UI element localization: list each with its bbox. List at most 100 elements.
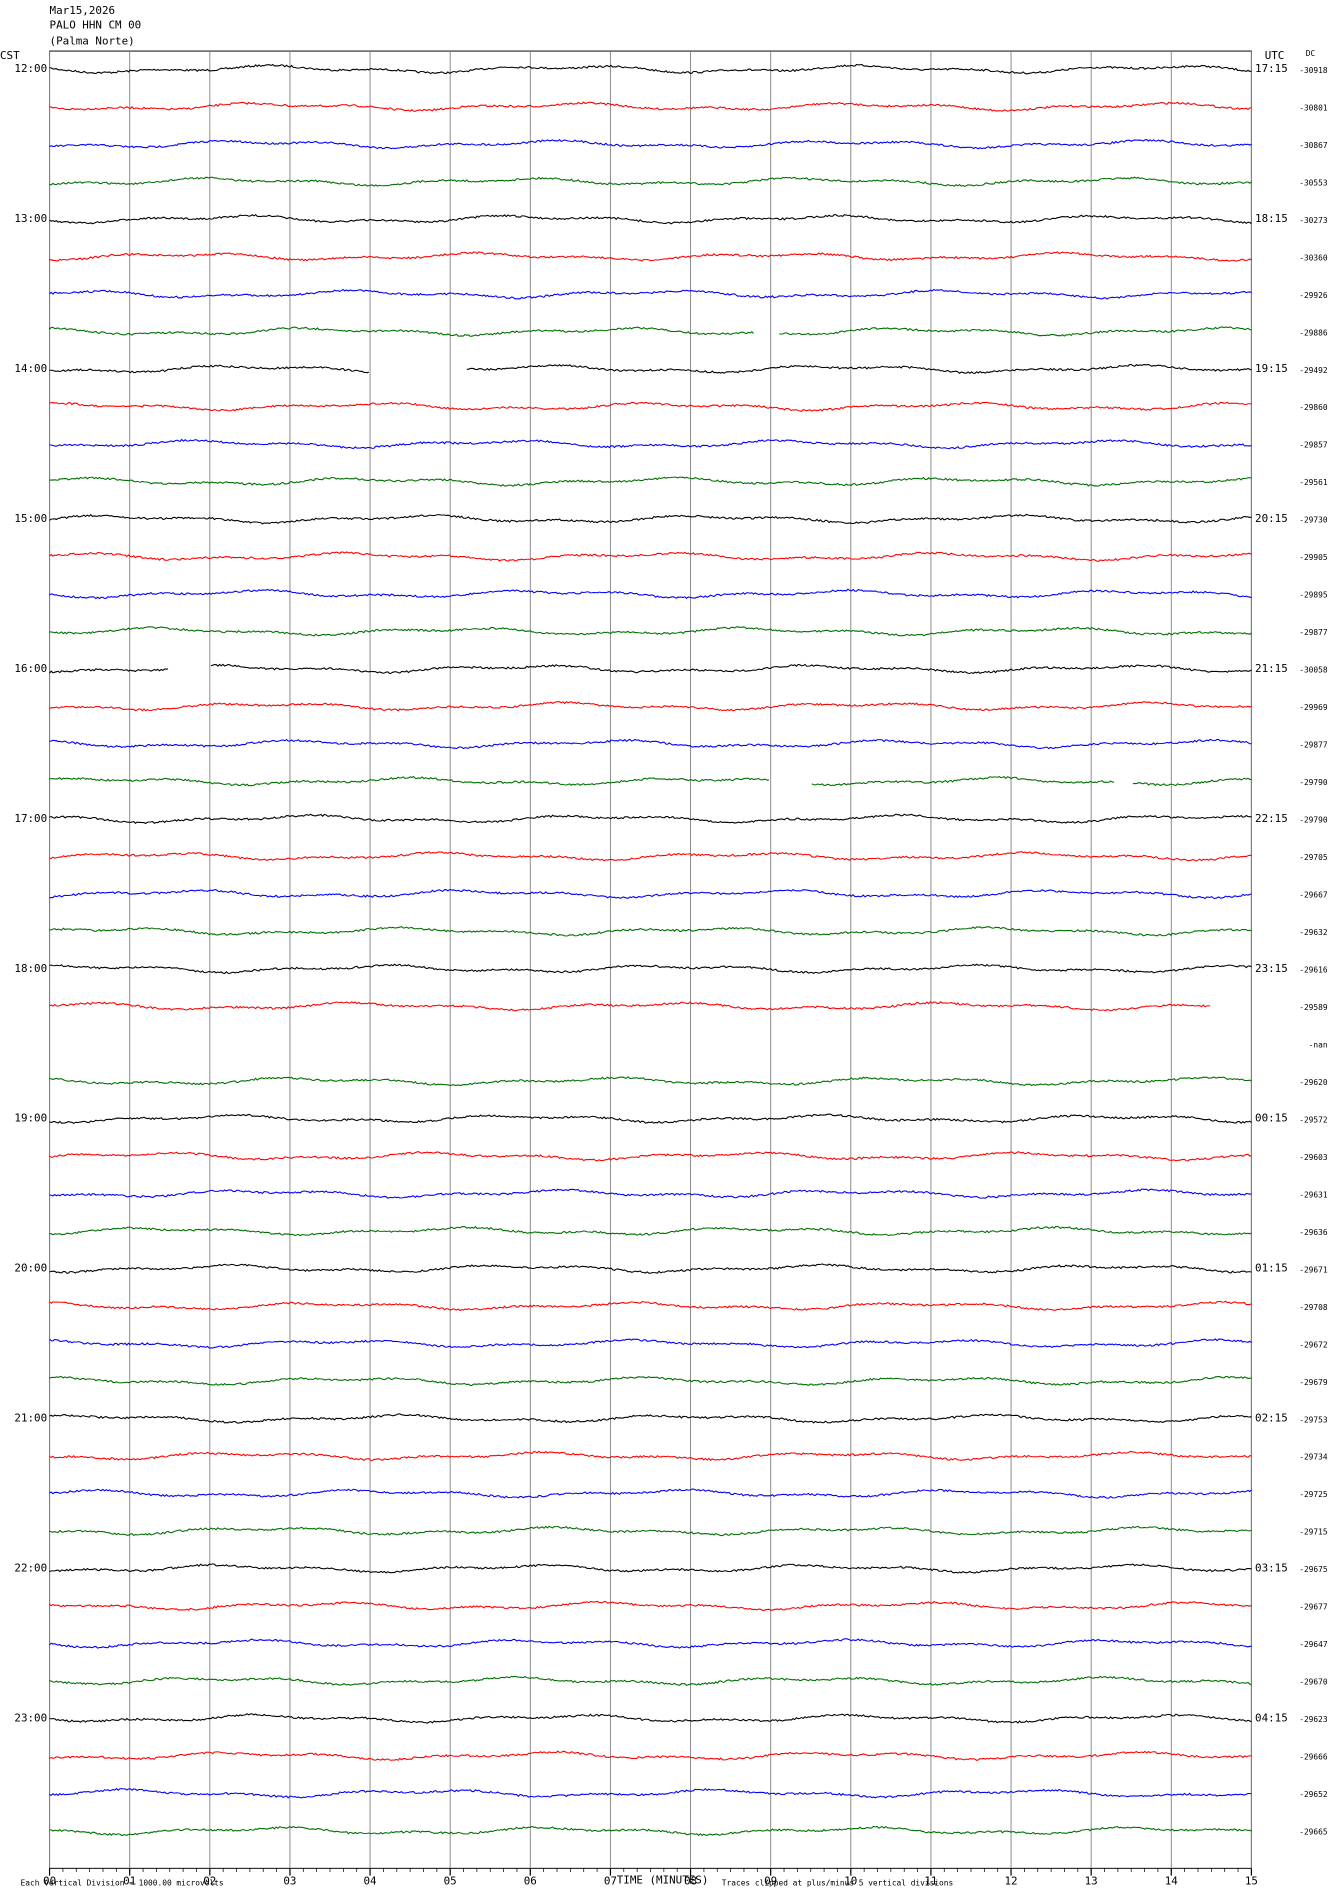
left-axis-label: CST	[0, 49, 20, 62]
x-tick-label: 15	[1245, 1875, 1258, 1888]
dc-value: -29725	[1299, 1490, 1328, 1499]
x-tick-label: 03	[283, 1875, 296, 1888]
trace	[49, 1076, 1252, 1087]
trace	[49, 851, 1252, 862]
left-time: 13:00	[14, 212, 47, 225]
trace	[49, 363, 1252, 374]
trace	[49, 700, 1252, 712]
dc-value: -29705	[1299, 853, 1328, 862]
trace	[49, 626, 1252, 637]
dc-value: -29969	[1299, 703, 1328, 712]
dc-value: -29589	[1299, 1003, 1328, 1012]
trace	[49, 1825, 1252, 1837]
dc-value: -29679	[1299, 1378, 1328, 1387]
right-time: 20:15	[1255, 512, 1288, 525]
dc-value: -29492	[1299, 366, 1328, 375]
left-time: 15:00	[14, 512, 47, 525]
trace	[49, 1151, 1252, 1162]
trace	[49, 888, 1252, 900]
dc-value: -29895	[1299, 591, 1328, 600]
location: (Palma Norte)	[50, 34, 135, 47]
trace	[49, 476, 1252, 487]
right-time: 22:15	[1255, 812, 1288, 825]
trace	[49, 1375, 1252, 1387]
trace	[49, 63, 1252, 75]
dc-value: -30058	[1299, 666, 1328, 675]
left-time: 20:00	[14, 1262, 47, 1275]
dc-value: -30273	[1299, 216, 1328, 225]
right-time: 04:15	[1255, 1711, 1288, 1724]
trace	[49, 438, 1252, 450]
dc-value: -29652	[1299, 1790, 1328, 1799]
trace	[49, 288, 1252, 300]
x-tick-label: 14	[1165, 1875, 1179, 1888]
dc-value: -29708	[1299, 1303, 1328, 1312]
x-tick-label: 07	[604, 1875, 617, 1888]
dc-value: -29561	[1299, 478, 1328, 487]
trace	[49, 1450, 1252, 1462]
trace	[49, 1750, 1252, 1761]
dc-value: -29616	[1299, 965, 1328, 974]
right-time: 19:15	[1255, 362, 1288, 375]
left-time: 18:00	[14, 962, 47, 975]
right-time: 21:15	[1255, 662, 1288, 675]
trace	[49, 1338, 1252, 1349]
x-tick-label: 11	[924, 1875, 937, 1888]
dc-value: -29632	[1299, 928, 1328, 937]
dc-label: DC	[1306, 49, 1316, 58]
footer-left: Each Vertical Division = 1000.00 microvo…	[21, 1878, 224, 1887]
dc-value: -29603	[1299, 1153, 1328, 1162]
dc-value: -29860	[1299, 403, 1328, 412]
x-tick-label: 05	[444, 1875, 457, 1888]
trace	[49, 813, 1252, 825]
left-time: 23:00	[14, 1711, 47, 1724]
trace	[49, 213, 1252, 225]
dc-value: -29730	[1299, 516, 1328, 525]
trace	[49, 1188, 1252, 1199]
trace	[49, 588, 1252, 600]
dc-value: -29647	[1299, 1640, 1328, 1649]
left-time: 12:00	[14, 62, 47, 75]
dc-value: -nan	[1309, 1040, 1328, 1049]
right-time: 00:15	[1255, 1112, 1288, 1125]
dc-value: -29753	[1299, 1415, 1328, 1424]
dc-value: -29715	[1299, 1528, 1328, 1537]
trace	[49, 551, 1252, 562]
dc-value: -29667	[1299, 891, 1328, 900]
x-tick-label: 12	[1004, 1875, 1017, 1888]
dc-value: -29572	[1299, 1115, 1328, 1124]
trace	[49, 176, 1252, 187]
trace	[49, 775, 1252, 787]
trace	[49, 663, 1252, 675]
dc-value: -29886	[1299, 328, 1328, 337]
left-time: 19:00	[14, 1112, 47, 1125]
trace	[49, 138, 1252, 150]
dc-value: -29631	[1299, 1190, 1328, 1199]
plot-frame	[49, 50, 1252, 1869]
dc-value: -29926	[1299, 291, 1328, 300]
trace	[49, 1413, 1252, 1424]
trace	[49, 251, 1252, 262]
left-time: 14:00	[14, 362, 47, 375]
dc-value: -30360	[1299, 253, 1328, 262]
station: PALO HHN CM 00	[50, 19, 142, 32]
left-time: 16:00	[14, 662, 47, 675]
trace	[49, 401, 1252, 412]
trace	[49, 1787, 1252, 1799]
right-time: 03:15	[1255, 1561, 1288, 1574]
dc-value: -30867	[1299, 141, 1328, 150]
x-tick-label: 08	[684, 1875, 697, 1888]
x-tick-label: 09	[764, 1875, 777, 1888]
trace	[49, 1713, 1252, 1724]
dc-value: -29734	[1299, 1453, 1328, 1462]
footer-right: Traces clipped at plus/minus 5 vertical …	[722, 1878, 953, 1887]
dc-value: -29620	[1299, 1078, 1328, 1087]
x-tick-label: 10	[844, 1875, 857, 1888]
trace	[49, 513, 1252, 525]
right-time: 02:15	[1255, 1412, 1288, 1425]
x-tick-label: 01	[123, 1875, 136, 1888]
dc-value: -30801	[1299, 103, 1328, 112]
trace	[49, 1563, 1252, 1574]
trace	[49, 738, 1252, 750]
